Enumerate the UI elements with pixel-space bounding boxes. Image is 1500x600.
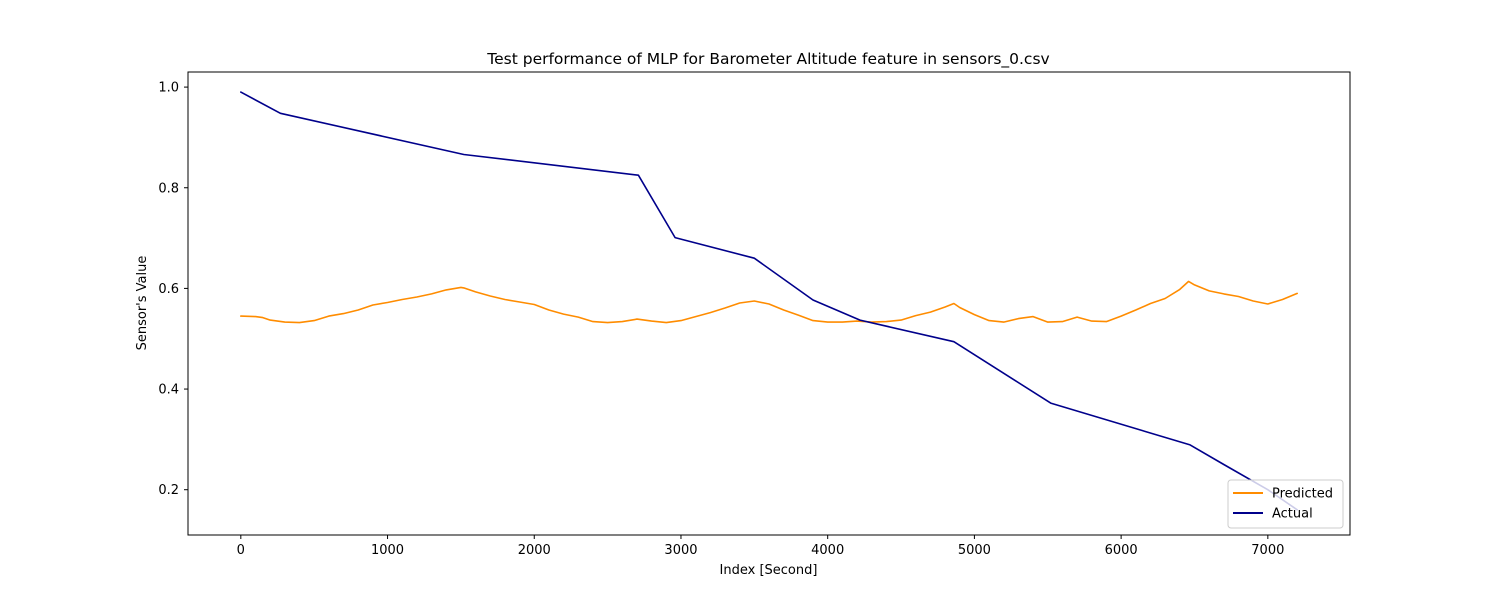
series-line-actual	[240, 91, 1298, 511]
plot-area-frame	[187, 71, 1351, 536]
x-tick-label: 1000	[371, 543, 404, 558]
series-layer	[240, 91, 1298, 511]
series-line-predicted	[240, 280, 1298, 324]
x-axis-label: Index [Second]	[720, 563, 818, 578]
legend-label-actual: Actual	[1272, 507, 1313, 522]
x-axis: 0 1000 2000 3000 4000 5000 6000 7000	[237, 535, 1284, 558]
x-tick-label: 7000	[1251, 543, 1284, 558]
legend-label-predicted: Predicted	[1272, 487, 1333, 502]
legend: Predicted Actual	[1227, 479, 1344, 529]
x-tick-label: 6000	[1105, 543, 1138, 558]
x-tick-label: 3000	[664, 543, 697, 558]
y-tick-label: 0.4	[158, 383, 179, 398]
x-tick-label: 2000	[518, 543, 551, 558]
y-axis-label: Sensor's Value	[135, 256, 150, 351]
chart-title: Test performance of MLP for Barometer Al…	[486, 50, 1049, 69]
y-tick-label: 0.2	[158, 483, 179, 498]
x-tick-label: 0	[237, 543, 245, 558]
y-tick-label: 0.6	[158, 282, 179, 297]
x-tick-label: 5000	[958, 543, 991, 558]
y-axis: 0.2 0.4 0.6 0.8 1.0	[158, 81, 188, 498]
y-tick-label: 1.0	[158, 81, 179, 96]
x-tick-label: 4000	[811, 543, 844, 558]
y-tick-label: 0.8	[158, 181, 179, 196]
